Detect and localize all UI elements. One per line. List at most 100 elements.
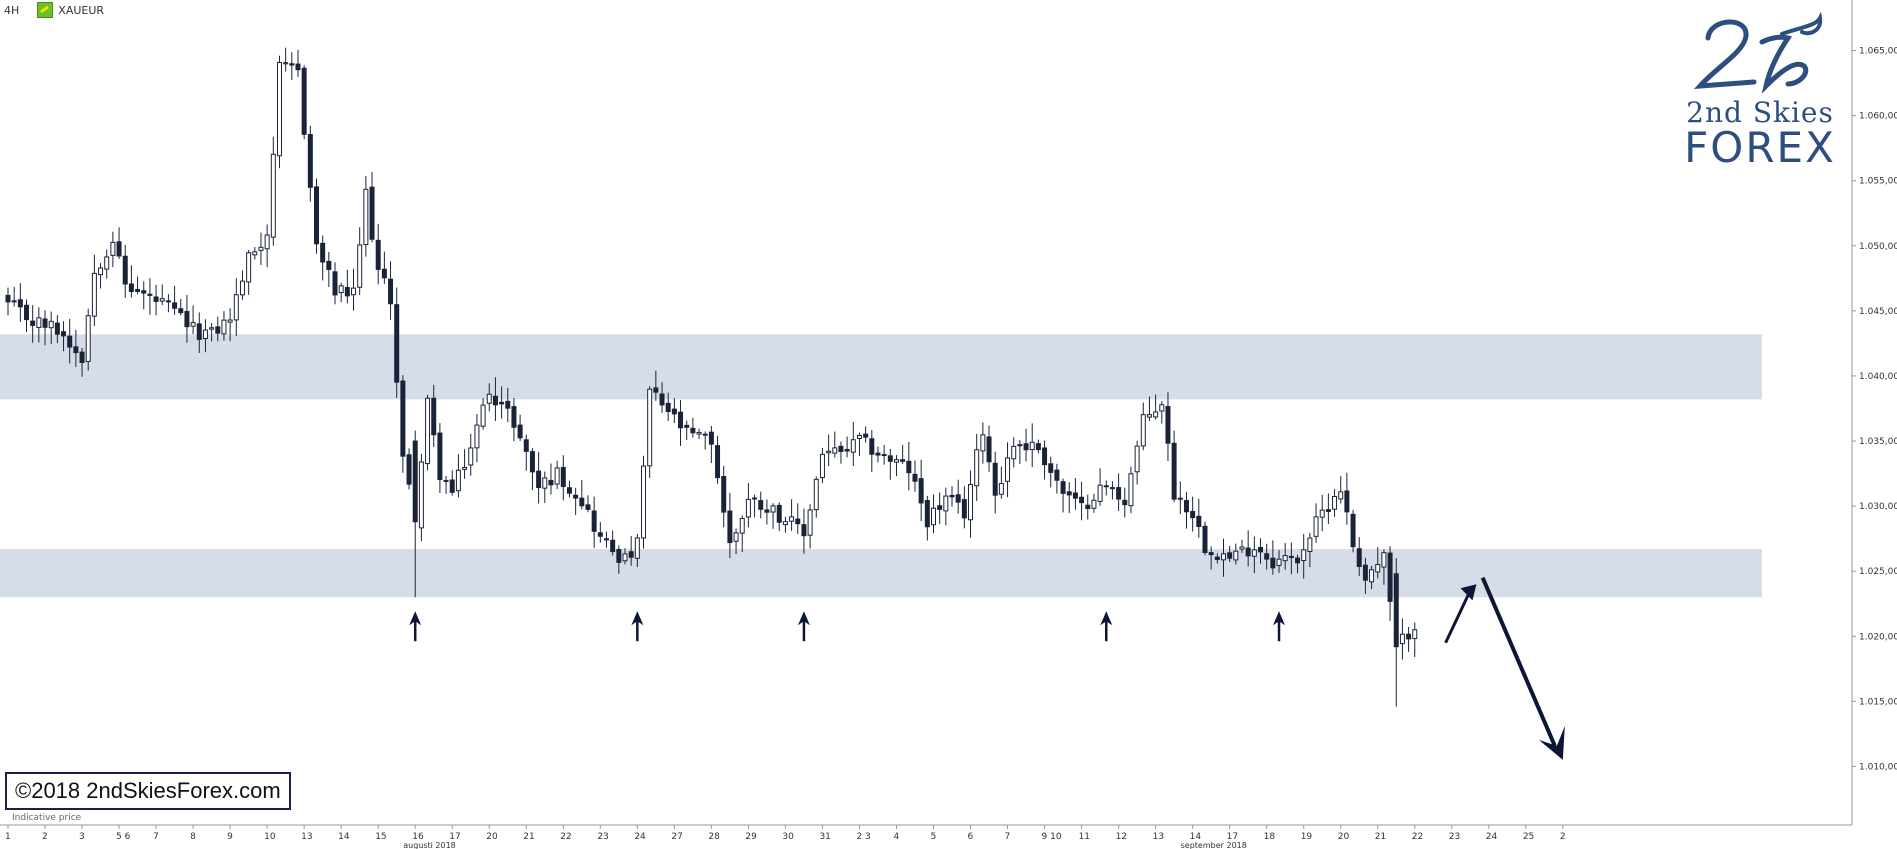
candle: [1381, 549, 1387, 585]
candle: [98, 263, 104, 289]
candle-body: [1054, 469, 1060, 481]
candle: [1023, 428, 1029, 462]
y-tick-label: 1.025,00: [1859, 567, 1897, 577]
candle-body: [172, 302, 178, 309]
x-tick-label: 16: [412, 832, 424, 842]
candle: [209, 322, 215, 342]
candle-body: [1344, 490, 1350, 513]
candle: [301, 65, 307, 140]
candle: [739, 515, 745, 552]
candle: [486, 383, 492, 412]
candle: [141, 281, 147, 310]
candle-body: [437, 432, 443, 481]
x-tick-label: 1: [5, 832, 11, 842]
candle: [856, 432, 862, 457]
candle-body: [900, 459, 906, 462]
candle-body: [517, 424, 523, 439]
arrow-layer: [409, 576, 1565, 760]
candle-body: [42, 318, 48, 328]
candle-body: [283, 62, 289, 65]
candle-body: [505, 400, 511, 409]
candle-body: [1122, 499, 1128, 506]
candle: [449, 470, 455, 496]
candle-body: [770, 505, 776, 513]
candle: [30, 305, 36, 343]
candle: [770, 503, 776, 529]
candle-body: [122, 255, 128, 285]
candle: [665, 392, 671, 421]
candle-body: [665, 402, 671, 413]
candle-body: [98, 267, 104, 276]
candle-body: [807, 509, 813, 536]
candle-body: [739, 518, 745, 534]
candle-body: [209, 327, 215, 330]
candle-body: [178, 308, 184, 314]
candle-body: [986, 436, 992, 463]
candle: [554, 460, 560, 490]
candle: [48, 311, 54, 345]
candle: [801, 508, 807, 554]
x-tick-label: 9: [227, 832, 233, 842]
candle: [326, 252, 332, 288]
candle: [573, 487, 579, 515]
candle-body: [955, 494, 961, 503]
candle-body: [1103, 485, 1109, 488]
candle: [307, 125, 313, 202]
candle-body: [338, 285, 344, 293]
candle-body: [1153, 411, 1159, 418]
x-tick-label: 5 6: [116, 832, 131, 842]
x-tick-label: 29: [745, 832, 757, 842]
candle-body: [233, 294, 239, 321]
candle: [1338, 476, 1344, 504]
candle: [931, 494, 936, 534]
y-tick-label: 1.045,00: [1859, 307, 1897, 317]
candle: [752, 494, 758, 518]
candle: [641, 455, 647, 549]
candle-body: [758, 500, 764, 510]
candle-body: [258, 246, 264, 251]
candle: [585, 495, 591, 513]
candle: [264, 224, 270, 268]
candle: [721, 465, 727, 528]
candle: [17, 283, 23, 322]
candle-body: [838, 445, 844, 452]
x-tick-label: 3: [79, 832, 85, 842]
y-tick-label: 1.055,00: [1859, 177, 1897, 187]
candle-body: [906, 460, 912, 474]
candle-body: [1128, 473, 1134, 507]
x-tick-label: 13: [301, 832, 312, 842]
x-tick-label: 20: [486, 832, 498, 842]
candle: [782, 516, 788, 533]
candle: [776, 502, 782, 531]
candle: [949, 486, 955, 507]
candle: [850, 421, 856, 466]
timeframe-label[interactable]: 4H: [4, 3, 20, 17]
candle: [1393, 558, 1399, 707]
candle: [727, 492, 733, 559]
candle: [425, 394, 431, 471]
x-tick-label: 12: [1116, 832, 1127, 842]
candle-body: [671, 408, 677, 415]
candle-body: [684, 424, 690, 428]
candle: [968, 470, 974, 538]
candle-body: [85, 315, 91, 362]
candle: [745, 482, 751, 528]
x-tick-label: 6: [968, 832, 974, 842]
x-tick-label: 23: [597, 832, 608, 842]
x-tick-label: 8: [190, 832, 196, 842]
month-label: september 2018: [1181, 841, 1247, 849]
candle: [807, 504, 813, 549]
candle-body: [795, 518, 801, 525]
candle-body: [641, 465, 647, 539]
candle-body: [875, 452, 881, 456]
candle-body: [36, 317, 42, 328]
candle-body: [499, 401, 505, 405]
candle-body: [128, 283, 134, 293]
candle-body: [375, 239, 381, 270]
candle-body: [1109, 487, 1115, 490]
symbol-label[interactable]: XAUEUR: [58, 3, 105, 17]
candle-body: [1295, 557, 1301, 564]
candle-body: [1183, 500, 1189, 513]
candle: [412, 430, 418, 598]
